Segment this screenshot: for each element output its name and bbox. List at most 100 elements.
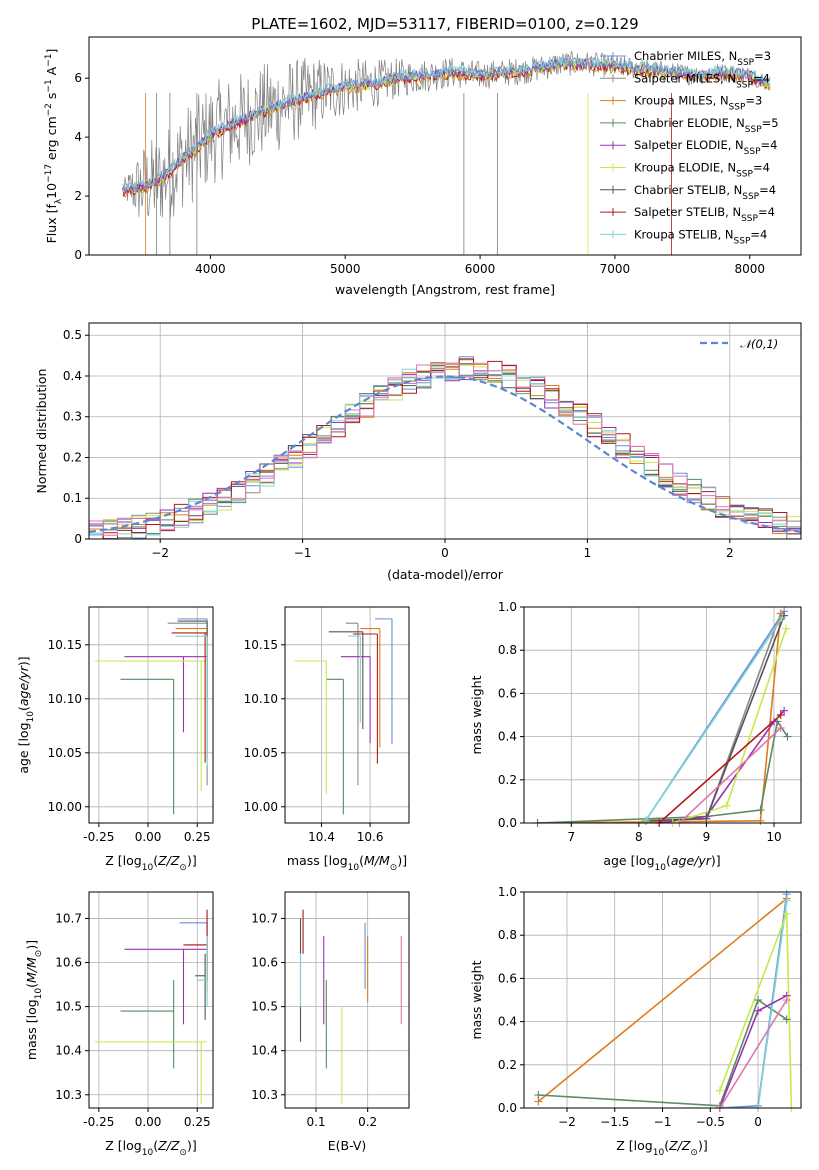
- x-tick-label: 8: [635, 830, 643, 844]
- label-part: M/M: [24, 957, 39, 983]
- label-part: SSP: [744, 147, 761, 157]
- label-part: s: [44, 93, 59, 104]
- label-part: (: [24, 983, 39, 988]
- y-tick-label: 0.2: [63, 450, 82, 464]
- label-part: 10: [34, 988, 44, 1000]
- label-part: )]: [397, 853, 407, 868]
- x-tick-label: 0: [441, 546, 449, 560]
- axes-frame: [284, 891, 410, 1109]
- label-part: Z [log: [105, 1138, 141, 1153]
- y-axis-label: age [log10(age/yr)]: [16, 656, 36, 773]
- label-part: 10: [142, 863, 154, 873]
- label-part: SSP: [741, 214, 758, 224]
- histogram-series: [89, 362, 801, 536]
- y-axis-label: mass [log10(M/M⊙)]: [24, 940, 44, 1060]
- x-tick-label: 5000: [330, 262, 361, 276]
- spectrum-model-line: [122, 59, 771, 198]
- label-part: Z/Z: [157, 1138, 180, 1153]
- y-tick-label: 10.15: [48, 638, 82, 652]
- x-tick-label: 0.1: [306, 1115, 325, 1129]
- y-tick-label: 10.05: [48, 746, 82, 760]
- label-part: 10: [653, 1148, 665, 1158]
- y-tick-label: 0.2: [498, 1058, 517, 1072]
- label-part: =4: [759, 183, 776, 197]
- label-part: 10: [348, 863, 360, 873]
- label-part: Salpeter STELIB, N: [634, 205, 741, 219]
- legend-entry: Kroupa ELODIE, NSSP=4: [634, 161, 770, 180]
- label-part: ⊙: [690, 1148, 698, 1158]
- x-tick-label: −2: [558, 1115, 576, 1129]
- weight-series-line: [658, 714, 782, 823]
- label-part: 10: [26, 711, 36, 723]
- label-part: Z [log: [616, 1138, 652, 1153]
- label-part: A: [44, 66, 59, 79]
- x-tick-label: 9: [703, 830, 711, 844]
- y-tick-label: 0.5: [63, 328, 82, 342]
- label-part: 10: [44, 183, 59, 199]
- x-tick-label: -0.25: [83, 1115, 114, 1129]
- x-tick-label: −1: [294, 546, 312, 560]
- label-part: λ: [54, 198, 64, 204]
- y-tick-label: 10.00: [244, 800, 278, 814]
- label-part: =5: [762, 116, 779, 130]
- label-part: SSP: [736, 80, 753, 90]
- figure-title: PLATE=1602, MJD=53117, FIBERID=0100, z=0…: [251, 15, 638, 33]
- y-tick-label: 1.0: [498, 600, 517, 614]
- label-part: SSP: [742, 192, 759, 202]
- label-part: Salpeter ELODIE, N: [634, 138, 744, 152]
- label-part: Chabrier STELIB, N: [634, 183, 742, 197]
- x-tick-label: 0.00: [135, 1115, 162, 1129]
- x-tick-label: 10.4: [308, 830, 335, 844]
- label-part: age/yr: [671, 853, 712, 868]
- y-tick-label: 10.00: [48, 800, 82, 814]
- y-tick-label: 0.6: [498, 686, 517, 700]
- label-part: mass [log: [24, 999, 39, 1060]
- label-part: SSP: [736, 170, 753, 180]
- label-part: (: [153, 1138, 158, 1153]
- label-part: age [log: [603, 853, 654, 868]
- legend-entry: 𝒩(0,1): [740, 337, 778, 351]
- x-axis-label: Z [log10(Z/Z⊙)]: [616, 1138, 707, 1158]
- label-part: )]: [24, 940, 39, 950]
- axes-frame: [88, 891, 214, 1109]
- label-part: Chabrier MILES, N: [634, 49, 737, 63]
- y-tick-label: 0.1: [63, 491, 82, 505]
- spectrum-model-line: [122, 56, 771, 194]
- x-axis-label: wavelength [Angstrom, rest frame]: [335, 282, 555, 297]
- label-part: erg cm: [44, 116, 59, 164]
- label-part: (: [153, 853, 158, 868]
- x-axis-label: Z [log10(Z/Z⊙)]: [105, 1138, 196, 1158]
- y-tick-label: 0.0: [498, 816, 517, 830]
- x-tick-label: 0.00: [135, 830, 162, 844]
- label-part: SSP: [737, 58, 754, 68]
- label-part: =4: [750, 227, 767, 241]
- y-tick-label: 10.7: [251, 911, 278, 925]
- panel-age_vs_Z: [85, 607, 213, 827]
- x-tick-label: 1: [584, 546, 592, 560]
- y-tick-label: 0.8: [498, 643, 517, 657]
- label-part: 10: [142, 1148, 154, 1158]
- y-axis-label: mass weight: [469, 675, 484, 754]
- label-part: Z/Z: [157, 853, 180, 868]
- x-tick-label: 10: [766, 830, 781, 844]
- y-tick-label: 0.4: [498, 730, 517, 744]
- label-part: Flux [f: [44, 204, 59, 244]
- legend-entry: Salpeter STELIB, NSSP=4: [634, 205, 775, 224]
- x-tick-label: 7: [567, 830, 575, 844]
- plot-area-mass_vs_EBV: [299, 909, 402, 1104]
- label-part: −1: [44, 54, 54, 67]
- label-part: 10: [655, 863, 667, 873]
- label-part: Kroupa ELODIE, N: [634, 161, 736, 175]
- y-tick-label: 0.6: [498, 971, 517, 985]
- label-part: ⊙: [179, 1148, 187, 1158]
- y-tick-label: 10.6: [251, 956, 278, 970]
- plot-area-residuals: [89, 356, 801, 539]
- y-tick-label: 10.5: [251, 1000, 278, 1014]
- label-part: =4: [753, 161, 770, 175]
- weight-series-line: [537, 897, 788, 1103]
- label-part: SSP: [729, 103, 746, 113]
- label-part: )]: [187, 1138, 197, 1153]
- x-tick-label: 6000: [465, 262, 496, 276]
- label-part: Kroupa STELIB, N: [634, 227, 734, 241]
- x-tick-label: 8000: [734, 262, 765, 276]
